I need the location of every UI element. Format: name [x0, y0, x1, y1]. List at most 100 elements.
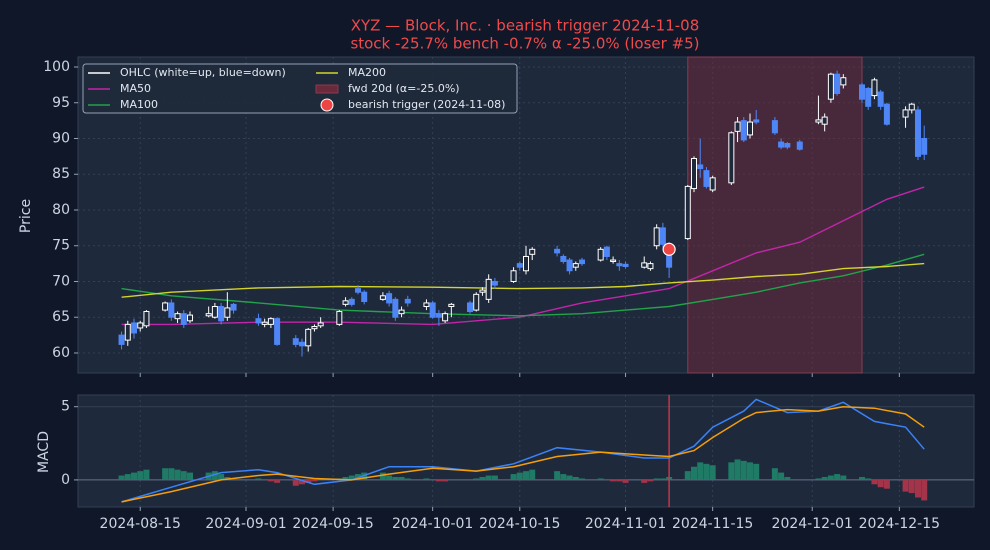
candle-body [603, 246, 610, 257]
candle-body [703, 170, 710, 187]
histogram-bar [174, 469, 181, 480]
candle-body [467, 302, 473, 313]
candle-body [299, 341, 305, 347]
histogram-bar [473, 478, 480, 480]
histogram-bar [516, 472, 523, 480]
moving-average-line [121, 253, 925, 317]
candle-body [168, 302, 175, 318]
candle-body [442, 313, 449, 322]
moving-average-line [121, 262, 925, 298]
histogram-bar [137, 471, 144, 480]
histogram-bar [653, 478, 660, 480]
histogram-bar [784, 476, 791, 480]
histogram-bar [529, 469, 536, 480]
legend-label: OHLC (white=up, blue=down) [120, 66, 286, 79]
histogram-bar [267, 479, 274, 482]
histogram-bar [485, 475, 492, 480]
histogram-bar [778, 472, 785, 480]
histogram-bar [915, 479, 921, 498]
candle-body [572, 263, 579, 268]
chart-title: XYZ — Block, Inc. · bearish trigger 2024… [351, 17, 700, 35]
candle-body [230, 303, 237, 311]
candle-body [211, 306, 218, 318]
legend-swatch [320, 98, 334, 112]
candle-body [131, 322, 137, 334]
histogram-bar [423, 478, 430, 480]
candle-body [386, 293, 393, 304]
histogram-bar [740, 460, 747, 480]
y-tick-label: 95 [52, 95, 70, 111]
candle-body [435, 313, 442, 318]
histogram-bar [647, 479, 654, 482]
histogram-bar [560, 474, 567, 480]
y-tick-label: 75 [52, 238, 70, 254]
candle-body [740, 120, 747, 141]
legend-label: fwd 20d (α=-25.0%) [348, 82, 460, 95]
histogram-bar [143, 469, 150, 480]
candle-body [684, 185, 691, 240]
candle-body [261, 321, 268, 325]
candle-body [473, 293, 480, 311]
candle-body [859, 84, 865, 100]
histogram-bar [734, 459, 741, 480]
candle-body [317, 322, 324, 327]
candle-body [834, 73, 841, 94]
candle-body [659, 227, 666, 245]
chart-subtitle: stock -25.7% bench -0.7% α -25.0% (loser… [350, 35, 699, 53]
histogram-bar [902, 479, 909, 492]
histogram-bar [118, 475, 125, 480]
histogram-bar [865, 478, 872, 480]
candle-body [423, 302, 430, 308]
histogram-bar [348, 475, 355, 480]
histogram-bar [124, 474, 131, 480]
candle-body [915, 109, 921, 157]
histogram-bar [379, 472, 386, 480]
candle-body [311, 326, 318, 330]
histogram-bar [753, 463, 760, 480]
histogram-bar [311, 479, 318, 482]
candle-body [815, 119, 822, 123]
legend-label: MA200 [348, 66, 386, 79]
legend-swatch [315, 84, 339, 94]
candle-body [448, 303, 455, 308]
y-tick-label: 80 [52, 202, 70, 218]
histogram-bar [255, 478, 262, 480]
candle-body [653, 227, 660, 247]
candle-body [734, 121, 741, 132]
x-tick-label: 2024-09-15 [292, 516, 373, 532]
histogram-bar [840, 475, 847, 480]
histogram-bar [703, 463, 710, 480]
candle-body [398, 309, 405, 315]
candle-body [218, 306, 225, 322]
candle-body [691, 158, 697, 190]
y-tick-label: 5 [61, 399, 70, 415]
histogram-bar [859, 476, 865, 480]
histogram-bar [834, 474, 841, 480]
candle-body [118, 334, 125, 345]
candle-body [404, 298, 411, 304]
y-tick-label: 65 [52, 309, 70, 325]
moving-average-line [121, 186, 925, 326]
candle-body [274, 318, 281, 345]
legend-label: bearish trigger (2024-11-08) [348, 98, 505, 111]
histogram-bar [274, 479, 281, 483]
candle-body [355, 288, 361, 293]
candle-body [821, 116, 828, 125]
histogram-bar [709, 465, 716, 480]
y-axis-label: Price [18, 199, 34, 233]
candle-body [753, 119, 760, 123]
candle-body [379, 295, 386, 300]
candle-body [871, 79, 878, 97]
histogram-bar [566, 475, 573, 480]
x-tick-label: 2024-08-15 [100, 516, 181, 532]
histogram-bar [659, 478, 666, 480]
candle-body [796, 141, 803, 150]
y-tick-label: 100 [43, 59, 70, 75]
candle-body [921, 138, 928, 155]
candle-body [124, 323, 131, 341]
histogram-bar [386, 475, 393, 480]
x-tick-label: 2024-10-15 [479, 516, 560, 532]
candle-body [579, 259, 585, 265]
y-tick-label: 90 [52, 131, 70, 147]
y-tick-label: 0 [61, 472, 70, 488]
